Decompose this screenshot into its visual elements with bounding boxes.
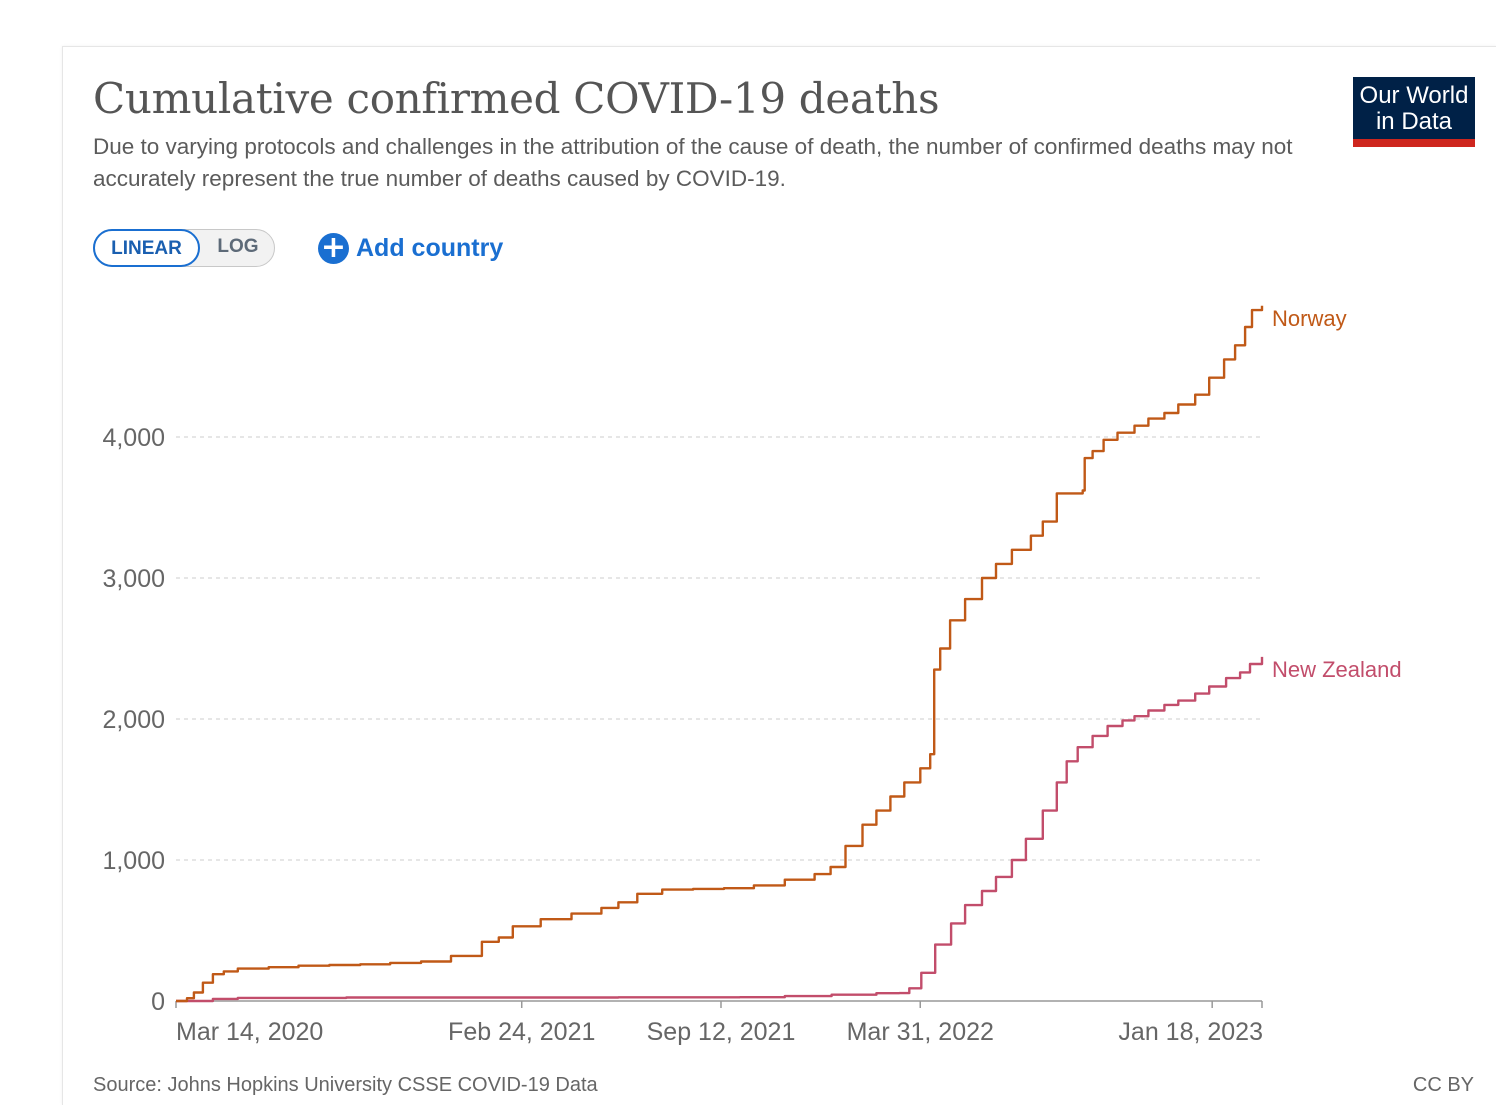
series-label-new-zealand: New Zealand [1272, 657, 1402, 682]
series-line-new-zealand [176, 656, 1264, 1003]
chart-card [62, 46, 1496, 1105]
series-label-norway: Norway [1272, 306, 1347, 331]
chart-title: Cumulative confirmed COVID-19 deaths [93, 74, 940, 123]
chart-subtitle: Due to varying protocols and challenges … [93, 134, 1293, 191]
add-country-label: Add country [356, 233, 504, 262]
license-link[interactable]: CC BY [1412, 1074, 1474, 1096]
logo-line-1: Our World [1359, 82, 1469, 109]
y-tick-label: 1,000 [102, 847, 165, 875]
logo-line-2: in Data [1375, 108, 1453, 135]
scale-toggle: LOG LINEAR [93, 229, 275, 267]
y-tick-label: 4,000 [102, 424, 165, 452]
y-tick-label: 3,000 [102, 565, 165, 593]
x-tick-label: Mar 14, 2020 [176, 1018, 323, 1046]
x-tick-label: Sep 12, 2021 [647, 1018, 796, 1046]
log-scale-button[interactable]: LOG [217, 236, 259, 257]
x-tick-label: Feb 24, 2021 [448, 1018, 595, 1046]
source-note[interactable]: Source: Johns Hopkins University CSSE CO… [93, 1074, 598, 1096]
y-tick-label: 2,000 [102, 706, 165, 734]
linear-scale-button[interactable]: LINEAR [93, 229, 200, 267]
x-tick-label: Jan 18, 2023 [1118, 1018, 1263, 1046]
add-country-button[interactable]: + Add country [318, 232, 503, 264]
plus-circle-icon: + [318, 232, 349, 264]
owid-logo[interactable]: Our World in Data [1353, 77, 1475, 147]
series-line-norway [176, 305, 1264, 1003]
x-tick-label: Mar 31, 2022 [847, 1018, 994, 1046]
y-tick-label: 0 [151, 988, 165, 1016]
